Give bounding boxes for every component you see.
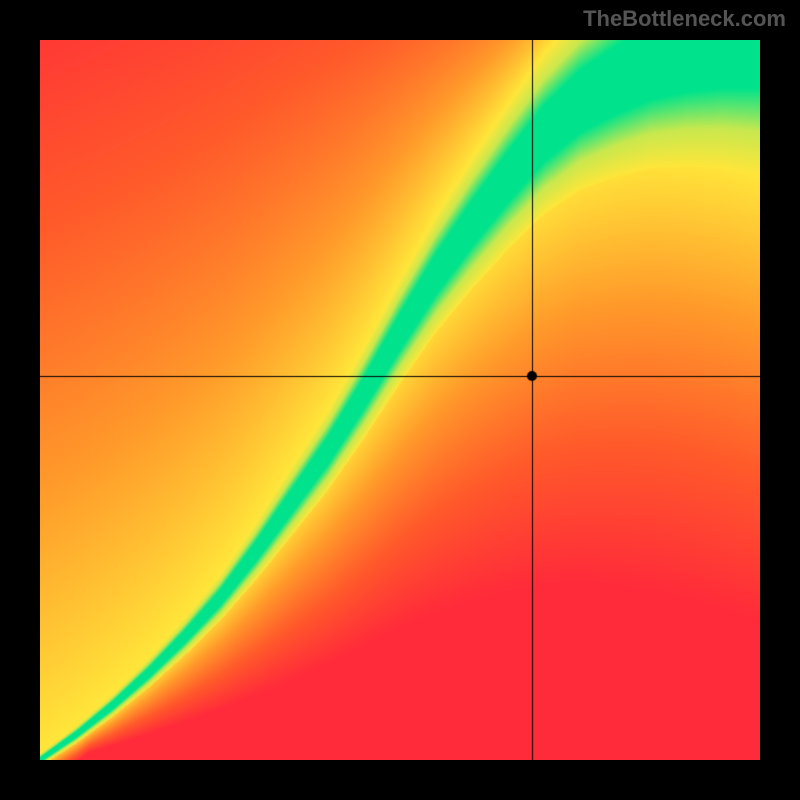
chart-container: TheBottleneck.com [0,0,800,800]
watermark-text: TheBottleneck.com [583,6,786,32]
bottleneck-heatmap [40,40,760,760]
